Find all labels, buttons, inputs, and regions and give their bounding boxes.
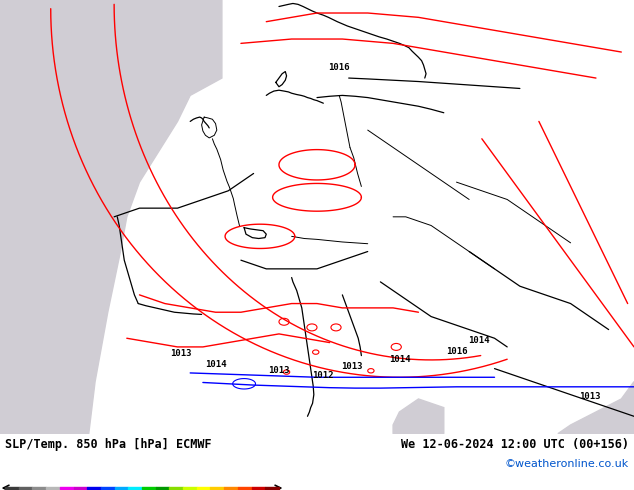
Text: 1016: 1016 <box>328 63 350 72</box>
Bar <box>60 487 74 490</box>
Bar <box>183 487 197 490</box>
Bar <box>128 487 142 490</box>
Bar <box>238 487 252 490</box>
Polygon shape <box>393 399 444 434</box>
Text: 1013: 1013 <box>170 349 191 358</box>
Bar <box>46 487 60 490</box>
Bar <box>19 487 32 490</box>
Text: ©weatheronline.co.uk: ©weatheronline.co.uk <box>505 459 629 469</box>
Text: SLP/Temp. 850 hPa [hPa] ECMWF: SLP/Temp. 850 hPa [hPa] ECMWF <box>5 438 212 451</box>
Polygon shape <box>0 0 222 434</box>
Bar <box>265 487 279 490</box>
Bar <box>115 487 128 490</box>
Bar <box>74 487 87 490</box>
Bar <box>32 487 46 490</box>
Text: 1014: 1014 <box>468 336 489 345</box>
Bar <box>197 487 210 490</box>
Bar <box>252 487 265 490</box>
Text: 1013: 1013 <box>341 362 363 371</box>
Text: 1013: 1013 <box>579 392 600 401</box>
Bar <box>142 487 156 490</box>
Bar <box>101 487 115 490</box>
Text: 1012: 1012 <box>313 370 334 380</box>
Text: 1016: 1016 <box>446 347 467 356</box>
Bar <box>210 487 224 490</box>
Text: 1014: 1014 <box>205 360 226 369</box>
Text: 1014: 1014 <box>389 355 410 365</box>
Bar <box>224 487 238 490</box>
Bar <box>87 487 101 490</box>
Bar <box>156 487 169 490</box>
Bar <box>169 487 183 490</box>
Text: 1013: 1013 <box>268 366 290 375</box>
Text: We 12-06-2024 12:00 UTC (00+156): We 12-06-2024 12:00 UTC (00+156) <box>401 438 629 451</box>
Bar <box>5 487 19 490</box>
Polygon shape <box>558 382 634 434</box>
